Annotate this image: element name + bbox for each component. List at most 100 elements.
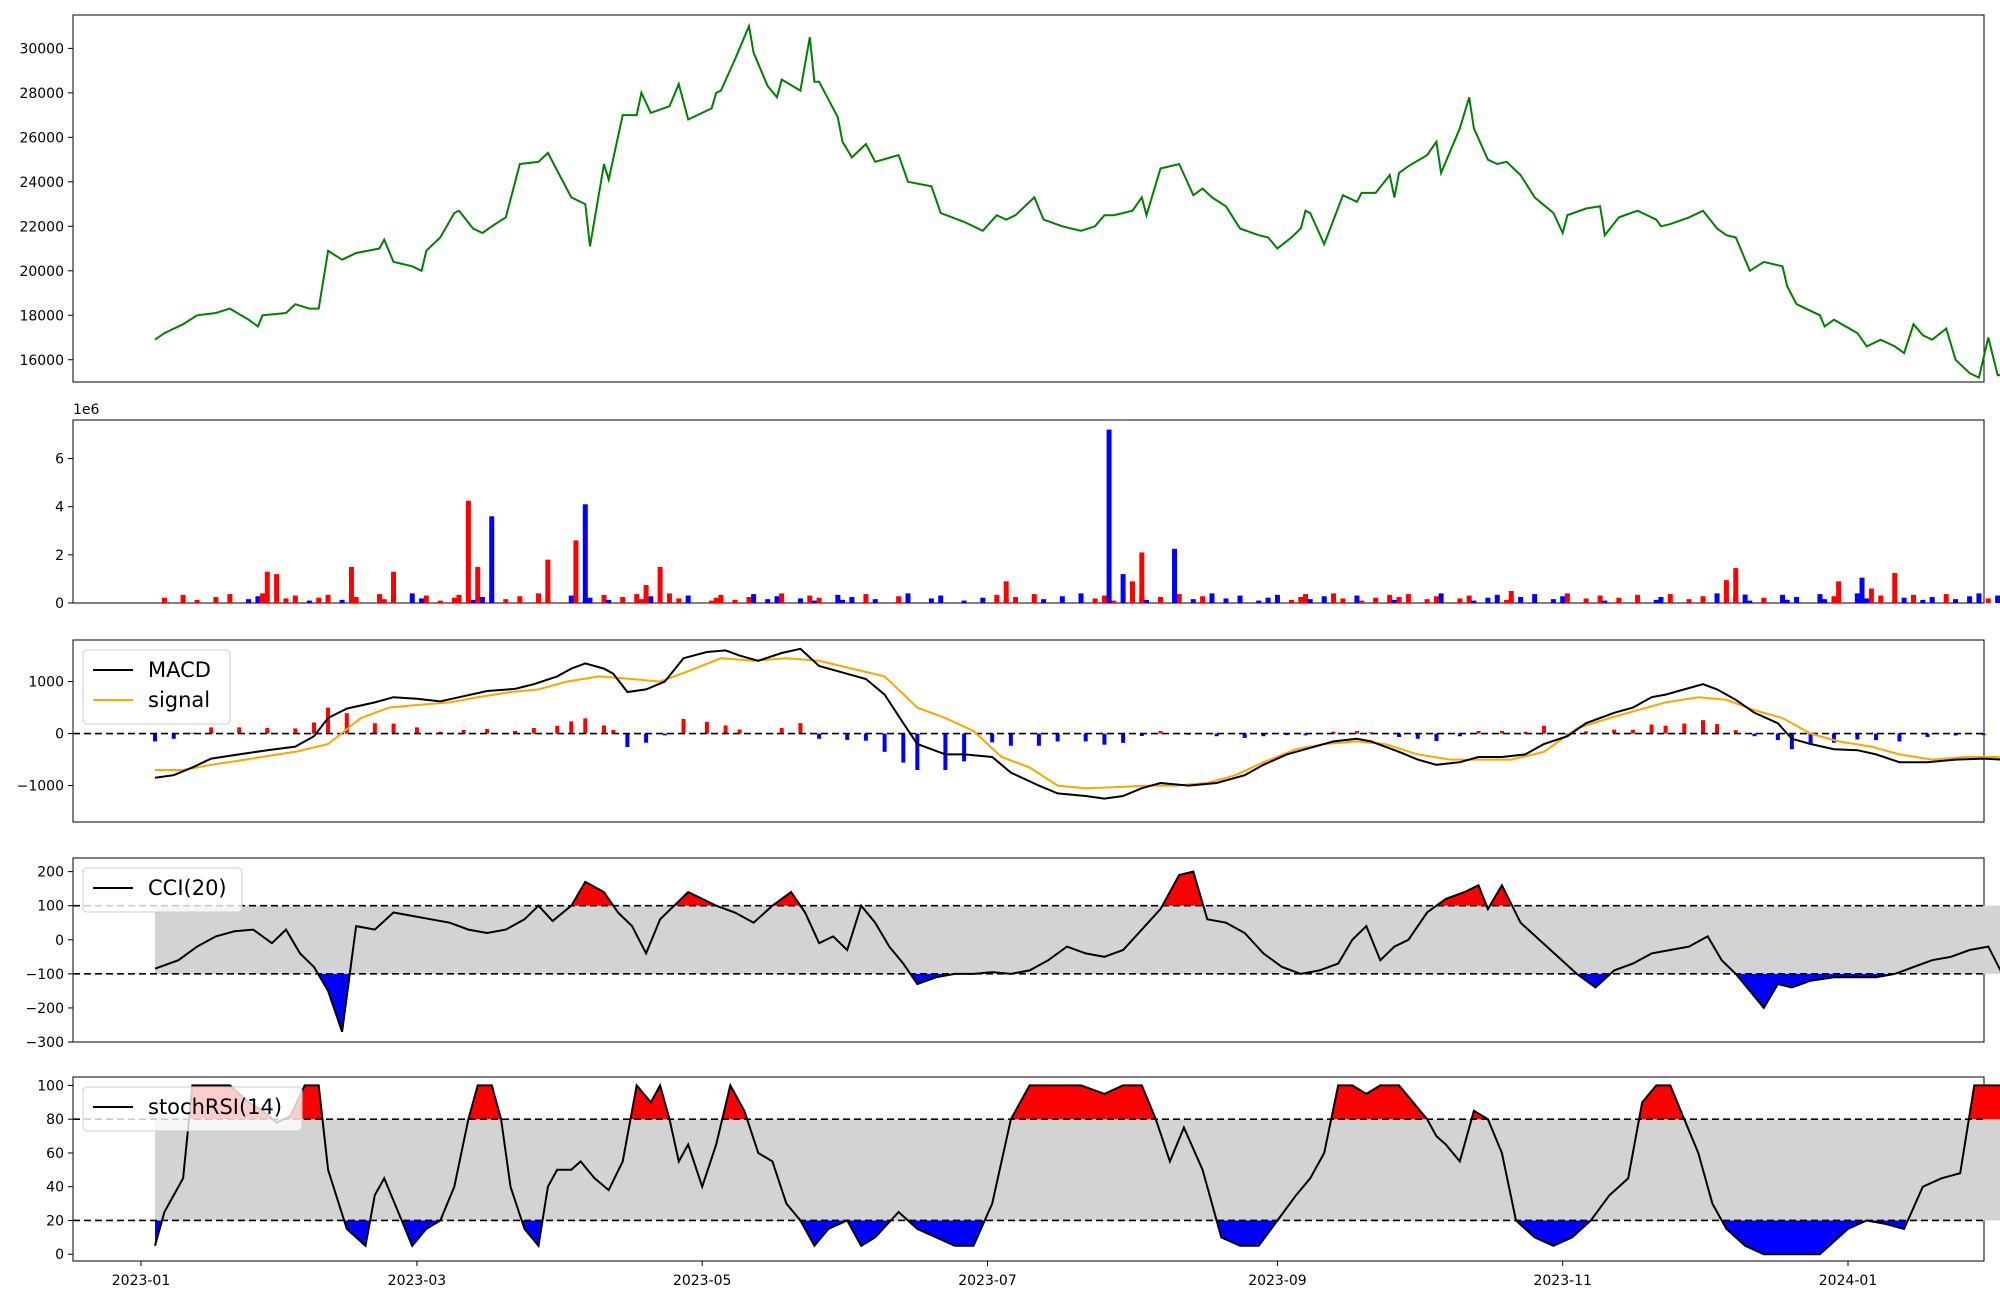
volume-bar bbox=[353, 596, 359, 603]
volume-bar bbox=[536, 593, 542, 603]
volume-bar bbox=[227, 594, 233, 603]
cci-ytick-label: 100 bbox=[37, 899, 64, 915]
macd-hist-bar bbox=[1102, 733, 1107, 745]
volume-bar bbox=[713, 597, 719, 603]
volume-bar bbox=[1139, 552, 1145, 603]
macd-hist-bar bbox=[391, 723, 396, 734]
macd-hist-bar bbox=[1831, 733, 1836, 743]
volume-bar bbox=[1078, 593, 1084, 603]
volume-bar bbox=[1457, 598, 1463, 603]
volume-bar bbox=[1101, 595, 1107, 603]
macd-hist-bar bbox=[485, 728, 490, 734]
volume-bar bbox=[638, 599, 644, 603]
macd-hist-bar bbox=[414, 727, 419, 734]
macd-hist-bar bbox=[531, 727, 536, 734]
cci-line bbox=[154, 870, 2000, 1033]
macd-hist-bar bbox=[1434, 733, 1439, 742]
macd-hist-bar bbox=[1789, 733, 1794, 750]
volume-bar bbox=[1424, 599, 1430, 603]
volume-bar bbox=[246, 599, 252, 603]
volume-bar bbox=[718, 594, 724, 603]
macd-hist-bar bbox=[1397, 733, 1402, 737]
volume-bar bbox=[348, 566, 354, 603]
volume-bar bbox=[1714, 593, 1720, 603]
volume-bar bbox=[765, 599, 771, 603]
volume-bar bbox=[1700, 596, 1706, 603]
macd-hist-bar bbox=[1121, 733, 1126, 743]
volume-bar bbox=[1438, 593, 1444, 603]
stochrsi-oversold-fill bbox=[521, 1220, 543, 1246]
volume-bar bbox=[1943, 594, 1949, 603]
volume-bar bbox=[1831, 596, 1837, 603]
volume-bar bbox=[1747, 600, 1753, 603]
volume-bar bbox=[620, 596, 626, 603]
stochrsi-oversold-fill bbox=[344, 1220, 371, 1246]
volume-bar bbox=[961, 600, 967, 603]
volume-bar bbox=[1307, 599, 1313, 603]
volume-bar bbox=[451, 597, 457, 603]
macd-hist-bar bbox=[171, 733, 176, 739]
macd-hist-bar bbox=[681, 718, 686, 734]
volume-ytick-label: 0 bbox=[55, 596, 64, 612]
x-tick-label: 2023-07 bbox=[958, 1273, 1017, 1289]
volume-bar bbox=[1485, 597, 1491, 603]
macd-hist-bar bbox=[1457, 733, 1462, 737]
stochrsi-legend-label: stochRSI(14) bbox=[148, 1095, 282, 1119]
volume-bar bbox=[1373, 597, 1379, 603]
volume-bar bbox=[835, 594, 841, 603]
volume-bar bbox=[306, 600, 312, 603]
macd-hist-bar bbox=[943, 733, 948, 770]
macd-hist-bar bbox=[1663, 725, 1668, 734]
macd-hist-bar bbox=[817, 733, 822, 739]
cci-oversold-fill bbox=[1576, 973, 1611, 988]
macd-hist-bar bbox=[962, 733, 967, 762]
macd-hist-bar bbox=[625, 733, 630, 747]
x-tick-label: 2023-11 bbox=[1533, 1273, 1592, 1289]
volume-bar bbox=[1303, 594, 1309, 603]
volume-ytick-label: 2 bbox=[55, 548, 64, 564]
stochrsi-oversold-fill bbox=[1516, 1220, 1591, 1246]
macd-hist-bar bbox=[1953, 733, 1958, 736]
macd-hist-bar bbox=[644, 733, 649, 743]
volume-bar bbox=[1564, 593, 1570, 603]
volume-bar bbox=[325, 594, 331, 603]
macd-hist-bar bbox=[1261, 733, 1266, 737]
volume-bar bbox=[1223, 598, 1229, 603]
volume-bar bbox=[1466, 595, 1472, 603]
volume-bar bbox=[1237, 595, 1243, 603]
macd-hist-bar bbox=[1242, 733, 1247, 738]
volume-bar bbox=[1667, 594, 1673, 603]
macd-hist-bar bbox=[1476, 731, 1481, 734]
macd-hist-bar bbox=[1083, 733, 1088, 742]
volume-bar bbox=[1794, 596, 1800, 603]
price-line bbox=[154, 22, 2000, 380]
macd-hist-bar bbox=[1368, 732, 1373, 734]
volume-bar bbox=[1158, 596, 1164, 603]
macd-hist-bar bbox=[1612, 729, 1617, 734]
volume-bar bbox=[1550, 599, 1556, 603]
price-ytick-label: 16000 bbox=[19, 353, 64, 369]
macd-hist-bar bbox=[704, 721, 709, 734]
volume-bar bbox=[456, 594, 462, 603]
volume-bar bbox=[503, 599, 509, 603]
macd-hist-bar bbox=[1925, 733, 1930, 737]
volume-bar bbox=[1723, 580, 1729, 603]
volume-bar bbox=[1854, 593, 1860, 603]
volume-bar bbox=[255, 596, 261, 603]
price-ytick-label: 30000 bbox=[19, 41, 64, 57]
macd-line bbox=[154, 647, 2000, 800]
volume-bar bbox=[339, 599, 345, 603]
stochrsi-oversold-fill bbox=[800, 1220, 891, 1246]
volume-bar bbox=[161, 597, 167, 603]
volume-bar bbox=[1985, 598, 1991, 603]
volume-bar bbox=[1200, 596, 1206, 603]
macd-hist-bar bbox=[461, 729, 466, 734]
stochrsi-overbought-fill bbox=[468, 1085, 502, 1120]
macd-hist-bar bbox=[1874, 733, 1879, 741]
x-tick-label: 2024-01 bbox=[1819, 1273, 1878, 1289]
volume-bar bbox=[1859, 577, 1865, 603]
volume-bar bbox=[1359, 600, 1365, 603]
macd-hist-bar bbox=[1701, 720, 1706, 734]
price-ytick-label: 20000 bbox=[19, 264, 64, 280]
macd-hist-bar bbox=[1214, 733, 1219, 737]
